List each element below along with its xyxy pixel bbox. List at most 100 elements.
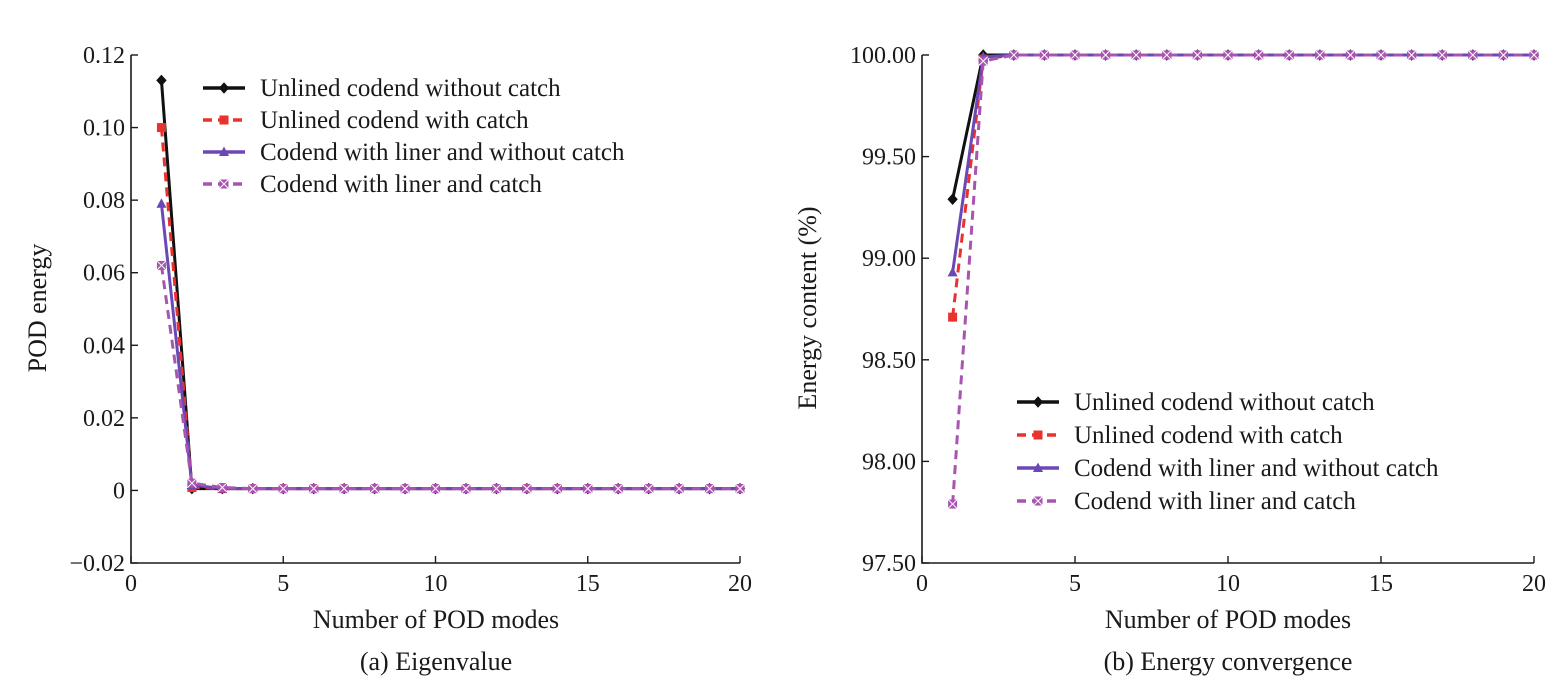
data-point-b-3 [1223, 50, 1233, 60]
caption-b: (b) Energy convergence [1104, 647, 1353, 676]
legend-label-b-2: Codend with liner and without catch [1074, 455, 1439, 482]
data-point-b-3 [1467, 50, 1478, 60]
y-tick-label-a: 0.10 [83, 116, 125, 142]
x-tick-label-a: 15 [576, 571, 600, 597]
y-tick-label-b: 99.00 [862, 246, 916, 272]
x-tick-label-a: 10 [424, 571, 448, 597]
data-point-a-3 [156, 260, 167, 271]
series-b-1 [948, 50, 1539, 322]
y-tick-label-b: 97.50 [862, 551, 916, 577]
legend-marker-a-2 [219, 146, 229, 156]
data-point-b-3 [1437, 50, 1448, 60]
legend-label-b-3: Codend with liner and catch [1074, 488, 1356, 515]
data-point-b-3 [1039, 50, 1050, 60]
data-point-a-3 [339, 483, 350, 494]
data-point-b-1 [948, 312, 958, 322]
data-point-a-3 [400, 483, 410, 494]
data-point-b-3 [1284, 50, 1295, 60]
legend-label-b-0: Unlined codend without catch [1074, 389, 1375, 416]
y-tick-label-b: 98.00 [862, 449, 916, 475]
data-point-a-3 [643, 483, 654, 494]
data-point-b-3 [1161, 50, 1172, 60]
y-tick-label-a: 0.02 [83, 406, 125, 432]
x-tick-label-a: 5 [277, 571, 289, 597]
caption-a: (a) Eigenvalue [360, 647, 512, 676]
data-point-a-3 [247, 483, 258, 494]
x-tick-label-b: 5 [1069, 571, 1081, 597]
data-point-b-0 [947, 193, 958, 206]
data-point-a-3 [430, 483, 441, 494]
legend-marker-b-2 [1033, 462, 1043, 472]
y-tick-label-a: −0.02 [69, 551, 125, 577]
data-point-b-3 [1100, 50, 1111, 60]
data-point-b-3 [1406, 50, 1417, 60]
x-tick-label-a: 20 [728, 571, 752, 597]
data-point-a-3 [735, 483, 745, 494]
data-point-b-3 [978, 56, 989, 66]
data-point-a-3 [552, 483, 563, 494]
legend-a: Unlined codend without catch Unlined code… [203, 75, 625, 198]
series-line-b-2 [951, 53, 1534, 273]
series-line-b-0 [951, 53, 1534, 200]
data-point-a-3 [491, 483, 502, 494]
series-b-2 [947, 49, 1539, 277]
legend-label-a-2: Codend with liner and without catch [260, 139, 625, 166]
data-point-b-3 [1131, 50, 1142, 60]
data-point-a-3 [217, 482, 228, 493]
series-b-3 [947, 50, 1539, 509]
series-line-a-2 [159, 203, 740, 491]
legend-marker-a-3 [219, 179, 229, 189]
series-a-2 [156, 198, 745, 493]
data-point-a-3 [674, 483, 684, 494]
legend-marker-b-0 [1032, 396, 1044, 408]
x-tick-label-b: 0 [916, 571, 928, 597]
data-point-b-3 [947, 499, 958, 509]
data-point-b-2 [947, 266, 958, 277]
legend-label-b-1: Unlined codend with catch [1074, 422, 1343, 449]
legend-marker-a-0 [218, 82, 230, 94]
y-axis-title-a: POD energy [23, 244, 52, 373]
legend-marker-a-1 [219, 115, 229, 125]
data-point-b-3 [1529, 50, 1539, 60]
y-tick-label-a: 0.08 [83, 188, 125, 214]
data-point-a-3 [582, 483, 593, 494]
legend-label-a-0: Unlined codend without catch [260, 75, 561, 102]
x-tick-label-b: 10 [1216, 571, 1240, 597]
y-tick-label-b: 98.50 [862, 348, 916, 374]
data-point-a-3 [308, 483, 319, 494]
axes-b [921, 55, 1534, 564]
series-line-b-1 [951, 53, 1534, 318]
series-line-a-3 [159, 265, 740, 491]
data-point-b-3 [1253, 50, 1264, 60]
data-point-a-3 [369, 483, 380, 494]
data-point-a-0 [156, 74, 167, 87]
series-a-3 [156, 260, 745, 494]
data-point-a-3 [613, 483, 624, 494]
panel-eigenvalue: (a) Eigenvalue Number of POD modes POD e… [23, 43, 752, 676]
legend-b: Unlined codend without catch Unlined code… [1017, 389, 1439, 515]
series-line-b-3 [951, 53, 1534, 505]
y-tick-label-a: 0.04 [83, 333, 125, 359]
data-point-b-3 [1192, 50, 1203, 60]
legend-marker-b-1 [1033, 430, 1043, 440]
y-axis-title-b: Energy content (%) [793, 206, 822, 409]
data-point-b-3 [1376, 50, 1386, 60]
y-tick-label-a: 0.06 [83, 261, 125, 287]
data-point-b-3 [1314, 50, 1325, 60]
legend-marker-b-3 [1033, 496, 1043, 506]
x-axis-title-a: Number of POD modes [313, 605, 559, 634]
y-tick-label-a: 0 [113, 478, 125, 504]
data-point-b-3 [1070, 50, 1080, 60]
data-point-a-3 [187, 478, 197, 489]
data-point-a-3 [704, 483, 715, 494]
y-tick-label-b: 100.00 [850, 43, 916, 69]
data-point-b-3 [1345, 50, 1356, 60]
data-point-a-3 [461, 483, 471, 494]
x-tick-label-b: 20 [1522, 571, 1546, 597]
x-tick-label-a: 0 [125, 571, 137, 597]
legend-label-a-3: Codend with liner and catch [260, 171, 542, 198]
series-b-0 [947, 49, 1540, 206]
x-axis-title-b: Number of POD modes [1105, 605, 1351, 634]
data-point-b-3 [1008, 50, 1019, 60]
